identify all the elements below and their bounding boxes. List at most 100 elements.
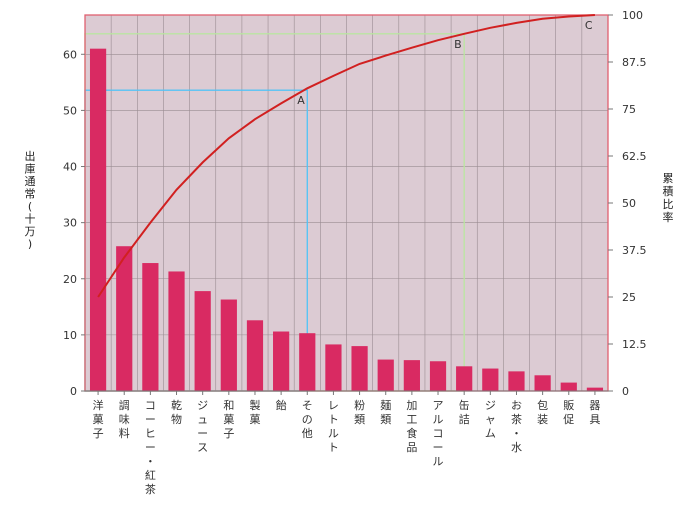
category-label: 缶詰 bbox=[459, 398, 470, 426]
category-label: レトルト bbox=[328, 399, 339, 454]
category-label: 和菓子 bbox=[223, 399, 234, 440]
category-label-glyph: 調 bbox=[119, 398, 130, 412]
y2-axis-title-glyph: 累 bbox=[663, 172, 674, 185]
bar bbox=[89, 48, 107, 392]
y-tick-label: 50 bbox=[63, 104, 77, 117]
category-label: 調味料 bbox=[119, 398, 130, 440]
bar bbox=[534, 375, 551, 391]
category-label-glyph: 麺 bbox=[380, 399, 391, 412]
category-label-glyph: 類 bbox=[354, 413, 365, 426]
y-tick-label: 40 bbox=[63, 161, 77, 174]
category-label: 飴 bbox=[276, 398, 287, 412]
category-label-glyph: ・ bbox=[145, 455, 156, 468]
bar bbox=[142, 263, 159, 391]
category-label-glyph: の bbox=[302, 413, 313, 426]
y2-axis-title: 累積比率 bbox=[663, 172, 674, 224]
category-label: 加工食品 bbox=[406, 399, 417, 454]
y-tick-label: 60 bbox=[63, 48, 77, 61]
category-label-glyph: コ bbox=[433, 427, 444, 440]
category-label-glyph: ー bbox=[433, 441, 444, 454]
category-label-glyph: 食 bbox=[406, 426, 417, 440]
category-label-glyph: ア bbox=[433, 399, 444, 412]
bar bbox=[456, 366, 473, 391]
category-label-glyph: 洋 bbox=[93, 398, 104, 412]
y-axis-title-glyph: ( bbox=[28, 200, 32, 213]
y2-tick-label: 75 bbox=[622, 103, 636, 116]
zone-label-a: A bbox=[297, 94, 305, 107]
category-label: 洋菓子 bbox=[93, 398, 104, 440]
category-label-glyph: ・ bbox=[511, 427, 522, 440]
axes: 0 10 20 30 40 50 60 0 12.5 25 37.5 50 62.5 75 87.5 100 bbox=[63, 9, 647, 398]
y-tick-label: 0 bbox=[70, 385, 77, 398]
bar bbox=[351, 346, 368, 391]
category-label-glyph: お bbox=[511, 399, 522, 412]
category-label-glyph: ス bbox=[197, 441, 208, 454]
category-label-glyph: 菓 bbox=[93, 413, 104, 426]
category-label: 包装 bbox=[537, 399, 548, 426]
category-label-glyph: ジ bbox=[485, 399, 496, 412]
category-label-glyph: 料 bbox=[119, 426, 130, 440]
y-axis-title-glyph: 十 bbox=[25, 212, 36, 226]
y2-axis-title-glyph: 積 bbox=[663, 184, 674, 198]
y-axis-title-glyph: 通 bbox=[25, 175, 36, 188]
y-tick-label: 30 bbox=[63, 217, 77, 230]
y2-axis-title-glyph: 率 bbox=[663, 210, 674, 224]
category-label: その他 bbox=[302, 399, 313, 440]
gridlines bbox=[84, 15, 609, 392]
category-label-glyph: 子 bbox=[223, 427, 234, 440]
category-label: ジュース bbox=[197, 399, 208, 454]
category-label-glyph: 装 bbox=[537, 413, 548, 426]
category-label: 販促 bbox=[563, 399, 574, 426]
y-axis-title-glyph: 万 bbox=[25, 225, 36, 238]
y-tick-label: 20 bbox=[63, 273, 77, 286]
y2-tick-label: 37.5 bbox=[622, 244, 647, 257]
y-axis-title-glyph: 庫 bbox=[25, 162, 36, 176]
category-label-glyph: コ bbox=[145, 399, 156, 412]
y2-tick-label: 50 bbox=[622, 197, 636, 210]
bar bbox=[560, 382, 577, 391]
category-label-glyph: 品 bbox=[406, 441, 417, 454]
category-label-glyph: 和 bbox=[223, 399, 234, 412]
category-label-glyph: 菓 bbox=[223, 413, 234, 426]
bar bbox=[220, 299, 237, 391]
category-label-glyph: 加 bbox=[406, 399, 417, 412]
category-label-glyph: 販 bbox=[563, 399, 574, 412]
zone-label-c: C bbox=[585, 19, 593, 32]
y2-tick-label: 100 bbox=[622, 9, 643, 22]
category-label-glyph: 他 bbox=[302, 427, 313, 440]
y2-tick-label: 62.5 bbox=[622, 150, 647, 163]
y2-tick-label: 0 bbox=[622, 385, 629, 398]
category-label: 麺類 bbox=[380, 399, 391, 426]
bar bbox=[273, 331, 290, 391]
bar bbox=[482, 368, 499, 391]
zone-label-b: B bbox=[454, 38, 462, 51]
category-label-glyph: ー bbox=[197, 427, 208, 440]
y-axis-title: 出庫通常(十万) bbox=[25, 149, 36, 251]
bar bbox=[246, 320, 264, 391]
category-label-glyph: ム bbox=[485, 427, 496, 440]
category-label-glyph: レ bbox=[328, 399, 339, 412]
category-label-glyph: ー bbox=[145, 413, 156, 426]
category-label-glyph: 粉 bbox=[354, 399, 365, 412]
category-label: 粉類 bbox=[354, 399, 365, 426]
category-label-glyph: ル bbox=[433, 455, 444, 468]
category-label-glyph: 促 bbox=[563, 412, 574, 426]
bar bbox=[194, 291, 211, 391]
category-label-glyph: ャ bbox=[485, 413, 496, 426]
category-label-glyph: 茶 bbox=[145, 483, 156, 496]
category-label: お茶・水 bbox=[511, 399, 522, 454]
category-label-glyph: 製 bbox=[249, 398, 260, 412]
category-label-glyph: ル bbox=[433, 413, 444, 426]
bar bbox=[403, 360, 420, 391]
category-label-glyph: 菓 bbox=[249, 413, 260, 426]
category-label-glyph: ル bbox=[328, 427, 339, 440]
category-label-glyph: 具 bbox=[589, 413, 600, 426]
category-label-glyph: 茶 bbox=[511, 413, 522, 426]
category-label: 乾物 bbox=[171, 399, 182, 426]
bar bbox=[586, 387, 604, 391]
bar bbox=[168, 271, 185, 391]
category-label: 製菓 bbox=[249, 398, 260, 426]
